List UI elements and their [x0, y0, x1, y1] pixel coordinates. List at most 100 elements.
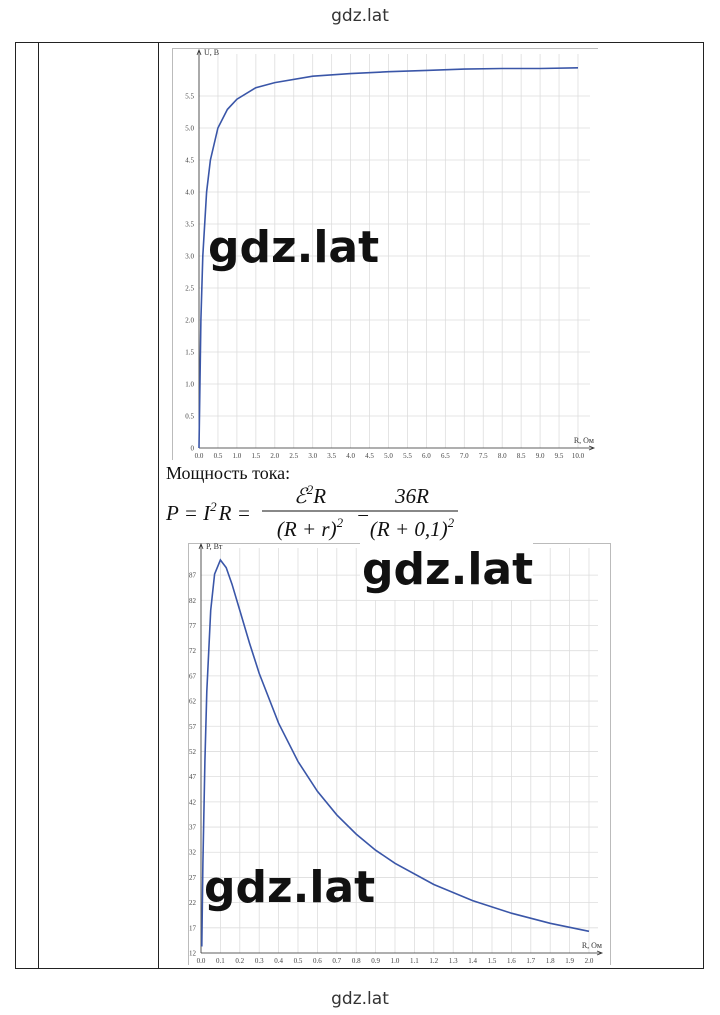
footer: gdz.lat: [331, 989, 389, 1009]
x-tick-label: 10.0: [572, 452, 585, 460]
axis: [198, 542, 204, 953]
x-tick-label: 0.0: [197, 957, 206, 965]
formula-part: R: [312, 484, 326, 508]
x-tick-label: 2.5: [289, 452, 298, 460]
x-tick-label: 6.0: [422, 452, 431, 460]
formula-num: ℰ2R: [294, 482, 326, 508]
x-tick-label: 1.8: [546, 957, 555, 965]
formula: P = I2R = ℰ2R (R + r)2 = 36R (R + 0,1)2: [165, 482, 458, 541]
x-tick-label: 1.1: [410, 957, 419, 965]
y-tick-label: 5.0: [185, 125, 194, 133]
y-tick-label: 1.0: [185, 381, 194, 389]
y-tick-label: 72: [189, 647, 197, 655]
x-tick-label: 1.5: [251, 452, 260, 460]
x-tick-label: 1.4: [468, 957, 477, 965]
x-tick-label: 0.7: [332, 957, 341, 965]
x-axis-label: R, Ом: [574, 436, 594, 445]
x-tick-label: 0.0: [195, 452, 204, 460]
formula-sup: 2: [307, 482, 314, 497]
formula-sup: 2: [210, 499, 217, 514]
line-series: [198, 67, 579, 449]
x-tick-label: 3.0: [308, 452, 317, 460]
y-tick-label: 17: [189, 924, 197, 932]
formula-part: R =: [218, 501, 251, 525]
y-tick-label: 22: [189, 899, 197, 907]
y-tick-label: 4.0: [185, 189, 194, 197]
x-tick-label: 4.0: [346, 452, 355, 460]
formula-sup: 2: [337, 515, 344, 530]
y-tick-label: 32: [189, 849, 197, 857]
x-tick-label: 1.2: [429, 957, 438, 965]
x-tick-label: 0.8: [352, 957, 361, 965]
x-tick-label: 8.0: [498, 452, 507, 460]
x-tick-label: 1.3: [449, 957, 458, 965]
x-tick-label: 1.7: [526, 957, 535, 965]
x-tick-label: 5.0: [384, 452, 393, 460]
y-tick-label: 2.0: [185, 317, 194, 325]
text: Мощность тока:: [166, 463, 290, 483]
y-tick-label: 67: [189, 672, 197, 680]
y-tick-label: 4.5: [185, 157, 194, 165]
y-tick-label: 1.5: [185, 349, 194, 357]
formula-part: P = I2R =: [165, 499, 251, 525]
x-tick-label: 1.9: [565, 957, 574, 965]
y-tick-label: 62: [189, 698, 197, 706]
formula-num: 36R: [394, 484, 429, 508]
x-tick-label: 0.5: [214, 452, 223, 460]
x-axis-label: R, Ом: [582, 941, 602, 950]
y-tick-label: 42: [189, 798, 197, 806]
formula-part: =: [356, 501, 370, 525]
y-tick-label: 3.0: [185, 253, 194, 261]
x-tick-label: 9.5: [555, 452, 564, 460]
y-tick-label: 82: [189, 597, 197, 605]
x-tick-label: 4.5: [365, 452, 374, 460]
x-tick-label: 8.5: [517, 452, 526, 460]
y-tick-label: 57: [189, 723, 197, 731]
axis: [196, 48, 202, 448]
axis: [201, 950, 604, 956]
y-tick-label: 0: [191, 445, 195, 453]
x-tick-label: 5.5: [403, 452, 412, 460]
x-tick-label: 3.5: [327, 452, 336, 460]
x-tick-label: 1.5: [488, 957, 497, 965]
charts: 0.0 0.5 1.0 1.5 2.0 2.5 3.0 3.5 4.0 4.5 5.0 5.5 6.0 6…: [185, 48, 604, 965]
x-tick-label: 7.5: [479, 452, 488, 460]
formula-sup: 2: [448, 515, 455, 530]
y-tick-label: 5.5: [185, 93, 194, 101]
formula-den: (R + 0,1)2: [370, 515, 455, 541]
x-tick-label: 0.6: [313, 957, 322, 965]
y-tick-label: 47: [189, 773, 197, 781]
x-tick-label: 2.0: [585, 957, 594, 965]
formula-part: ℰ: [294, 484, 309, 508]
x-tick-label: 9.0: [536, 452, 545, 460]
formula-den: (R + r)2: [277, 515, 344, 541]
formula-part: (R + 0,1): [370, 517, 448, 541]
formula-part: P = I: [165, 501, 211, 525]
y-tick-label: 2.5: [185, 285, 194, 293]
x-tick-label: 0.5: [294, 957, 303, 965]
x-tick-label: 0.3: [255, 957, 264, 965]
y-tick-label: 77: [189, 622, 197, 630]
y-axis-label: P, Вт: [206, 542, 223, 551]
watermark: gdz.lat: [204, 862, 375, 913]
y-axis-label: U, В: [204, 48, 219, 57]
y-tick-label: 3.5: [185, 221, 194, 229]
y-tick-label: 27: [189, 874, 197, 882]
x-tick-label: 0.2: [235, 957, 244, 965]
table-frame: [15, 42, 704, 969]
y-tick-label: 52: [189, 748, 197, 756]
x-tick-label: 1.0: [391, 957, 400, 965]
watermark-bg: [360, 543, 533, 600]
watermark: gdz.lat: [362, 544, 533, 595]
y-tick-label: 37: [189, 824, 197, 832]
header: gdz.lat: [331, 6, 389, 26]
formula-part: (R + r): [277, 517, 337, 541]
x-tick-label: 6.5: [441, 452, 450, 460]
x-tick-label: 0.9: [371, 957, 380, 965]
x-tick-label: 0.1: [216, 957, 225, 965]
x-tick-label: 2.0: [270, 452, 279, 460]
y-tick-label: 12: [189, 950, 197, 958]
x-tick-label: 1.6: [507, 957, 516, 965]
